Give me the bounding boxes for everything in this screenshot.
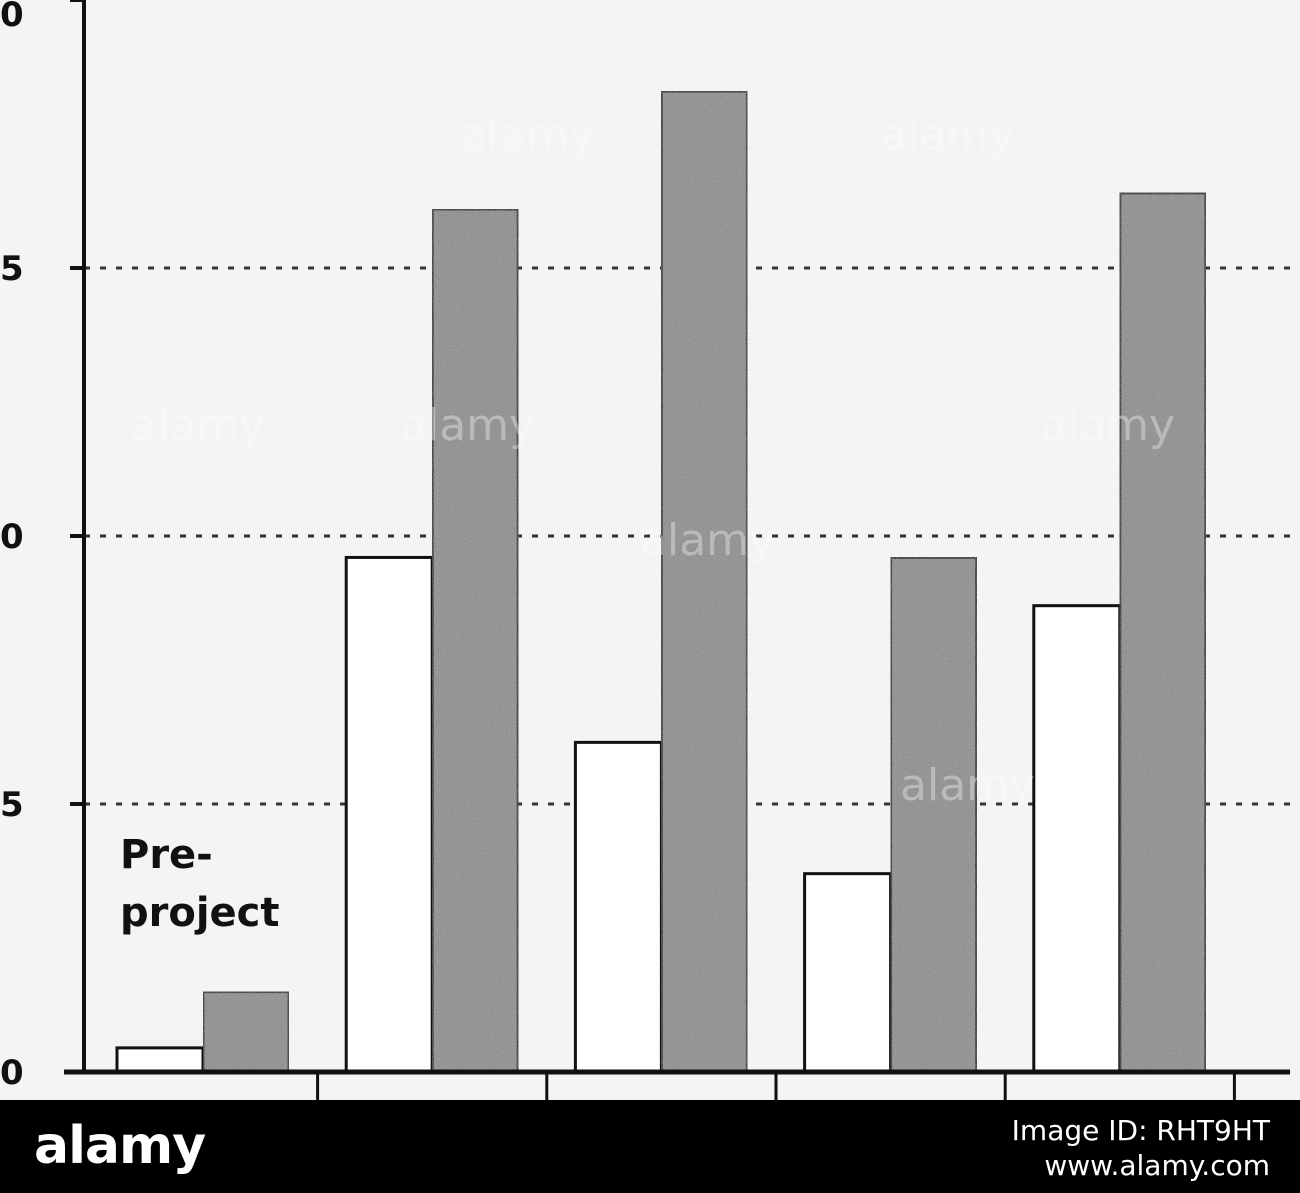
watermark-text: alamy <box>130 400 265 451</box>
bar <box>659 89 749 1074</box>
bar <box>201 990 291 1074</box>
watermark-logo: alamy <box>34 1116 206 1176</box>
watermark-text: alamy <box>880 110 1015 161</box>
watermark-banner: alamy Image ID: RHT9HT www.alamy.com <box>0 1100 1300 1193</box>
watermark-image-id: Image ID: RHT9HT <box>1011 1114 1270 1147</box>
axes <box>64 0 1290 1100</box>
y-tick-label: 0 <box>0 0 24 35</box>
watermark-text: alamy <box>400 400 535 451</box>
tick-labels: 0 5 0 5 0 <box>0 0 24 1093</box>
watermark-info: Image ID: RHT9HT www.alamy.com <box>1012 1114 1270 1182</box>
y-tick-label: 5 <box>0 785 24 825</box>
watermark-site: www.alamy.com <box>1044 1149 1270 1182</box>
bar <box>1118 191 1208 1074</box>
watermark-text: alamy <box>640 515 775 566</box>
watermark-text: alamy <box>1040 400 1175 451</box>
bar <box>344 555 434 1074</box>
bar <box>430 207 520 1074</box>
bar <box>1032 604 1122 1074</box>
watermark-text: alamy <box>900 760 1035 811</box>
bar <box>573 740 663 1074</box>
y-tick-label: 0 <box>0 1053 24 1093</box>
y-tick-label: 0 <box>0 517 24 557</box>
watermark-text: alamy <box>460 110 595 161</box>
bars <box>115 89 1208 1074</box>
bar <box>889 555 979 1074</box>
bar <box>803 872 893 1074</box>
annotation-pre-project: Pre-project <box>120 832 280 936</box>
y-tick-label: 5 <box>0 249 24 289</box>
watermarks: alamy alamy alamy alamy alamy alamy alamy <box>130 110 1175 811</box>
bar <box>115 1046 205 1074</box>
